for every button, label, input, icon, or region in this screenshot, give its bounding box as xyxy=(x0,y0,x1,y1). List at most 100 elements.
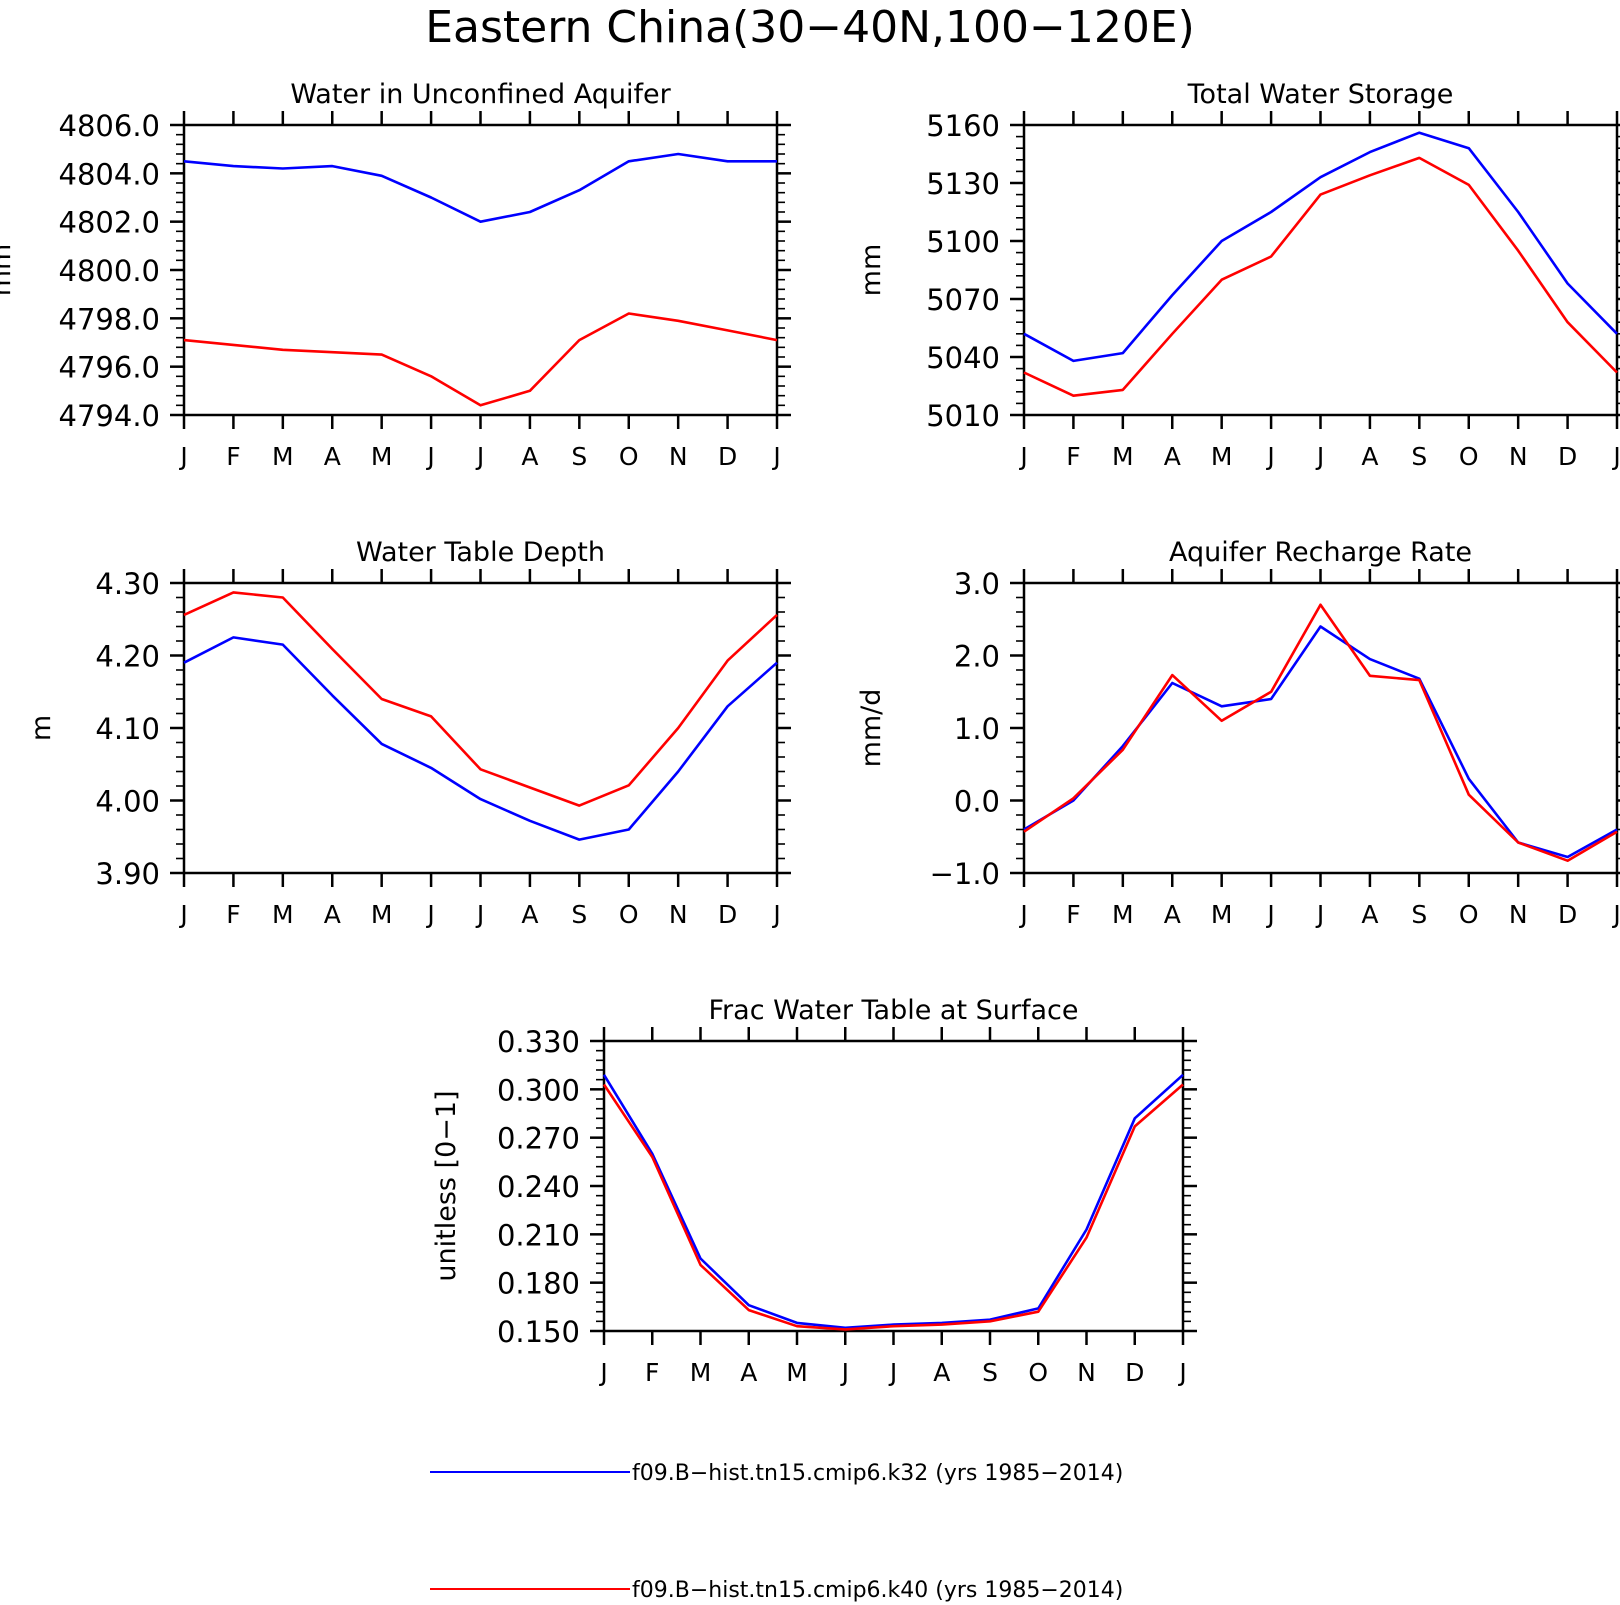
x-tick-label: J xyxy=(840,1358,849,1387)
series-line-k32 xyxy=(602,1073,1184,1330)
y-tick-label: 5010 xyxy=(926,399,1000,433)
y-tick-label: 0.270 xyxy=(497,1122,580,1156)
x-tick-label: F xyxy=(226,900,240,929)
series-line-k40 xyxy=(602,1083,1184,1331)
x-tick-label: A xyxy=(1361,442,1378,471)
series-line-k40 xyxy=(183,312,778,407)
x-tick-label: J xyxy=(178,442,187,471)
y-tick-label: −1.0 xyxy=(930,857,1000,891)
x-tick-label: O xyxy=(1028,1358,1048,1387)
panel-water-unconfined-aquifer: J F M A M J J A S O N D J 4794.0 4796.0 4798.0 4800.0 480… xyxy=(0,79,791,471)
x-tick-label: J xyxy=(475,442,484,471)
x-tick-label: J xyxy=(888,1358,897,1387)
x-tick-label: A xyxy=(521,900,538,929)
series-line-k32 xyxy=(1023,131,1618,363)
panel-aquifer-recharge-rate: J F M A M J J A S O N D J −1.0 0.0 1.0 2.0 3.0 Aquifer Rec… xyxy=(856,537,1620,929)
y-tick-label: 1.0 xyxy=(954,712,1000,746)
x-tick-label: M xyxy=(690,1358,712,1387)
y-tick-label: 0.330 xyxy=(497,1025,580,1059)
x-tick-label: A xyxy=(521,442,538,471)
plot-frame xyxy=(602,1039,1185,1333)
series-line-k32 xyxy=(1023,625,1618,859)
plot-frame xyxy=(1022,123,1619,417)
y-tick-label: 0.210 xyxy=(497,1218,580,1252)
y-axis-label: mm/d xyxy=(856,689,887,768)
series-line-k40 xyxy=(183,591,778,807)
y-tick-label: 5160 xyxy=(926,109,1000,143)
y-axis-label: mm xyxy=(856,244,887,297)
x-tick-label: J xyxy=(1177,1358,1186,1387)
panel-water-table-depth: J F M A M J J A S O N D J 3.90 4.00 4.10 4.20 4.30 Water T… xyxy=(26,537,791,929)
x-tick-label: S xyxy=(1411,900,1427,929)
x-tick-label: J xyxy=(178,900,187,929)
x-tick-label: F xyxy=(1066,900,1080,929)
y-tick-label: 4794.0 xyxy=(59,399,160,433)
x-tick-label: A xyxy=(933,1358,950,1387)
x-tick-label: O xyxy=(619,442,639,471)
legend: f09.B−hist.tn15.cmip6.k32 (yrs 1985−2014… xyxy=(430,1461,1123,1603)
x-tick-label: J xyxy=(1611,442,1620,471)
x-tick-label: A xyxy=(324,442,341,471)
x-tick-label: N xyxy=(1077,1358,1096,1387)
y-tick-label: 4806.0 xyxy=(59,109,160,143)
panel-title: Total Water Storage xyxy=(1187,79,1454,110)
y-tick-label: 3.90 xyxy=(95,857,160,891)
x-tick-label: F xyxy=(645,1358,659,1387)
panel-title: Frac Water Table at Surface xyxy=(708,995,1078,1026)
y-tick-label: 0.180 xyxy=(497,1267,580,1301)
panel-frac-water-table-surface: J F M A M J J A S O N D J0.1500.1800.2100.2400.2700.… xyxy=(431,995,1197,1387)
x-tick-label: O xyxy=(1459,900,1479,929)
x-tick-label: S xyxy=(571,442,587,471)
x-tick-label: S xyxy=(982,1358,998,1387)
x-tick-label: J xyxy=(598,1358,607,1387)
x-tick-label: M xyxy=(1211,442,1233,471)
legend-label-k40: f09.B−hist.tn15.cmip6.k40 (yrs 1985−2014… xyxy=(632,1578,1123,1603)
panel-title: Water Table Depth xyxy=(356,537,605,568)
x-tick-label: S xyxy=(571,900,587,929)
x-tick-label: M xyxy=(371,442,393,471)
y-axis-label: unitless [0−1] xyxy=(431,1090,462,1281)
x-tick-label: F xyxy=(1066,442,1080,471)
series-line-k32 xyxy=(183,152,777,223)
x-tick-label: M xyxy=(272,442,294,471)
y-tick-label: 0.150 xyxy=(497,1315,580,1349)
x-tick-label: J xyxy=(1315,900,1324,929)
x-tick-label: D xyxy=(718,900,737,929)
x-tick-label: J xyxy=(1018,900,1027,929)
y-axis-label: m xyxy=(26,715,57,741)
y-tick-label: 4804.0 xyxy=(59,157,160,191)
x-tick-label: F xyxy=(226,442,240,471)
x-tick-label: A xyxy=(740,1358,757,1387)
x-tick-label: J xyxy=(1018,442,1027,471)
x-tick-label: J xyxy=(425,900,434,929)
y-tick-label: 4796.0 xyxy=(59,351,160,385)
x-tick-label: M xyxy=(1112,900,1134,929)
x-tick-label: N xyxy=(1509,900,1528,929)
y-tick-label: 4.10 xyxy=(95,712,160,746)
x-tick-label: A xyxy=(1164,900,1181,929)
legend-label-k32: f09.B−hist.tn15.cmip6.k32 (yrs 1985−2014… xyxy=(632,1461,1123,1486)
x-tick-label: J xyxy=(1611,900,1620,929)
y-tick-label: 5100 xyxy=(926,225,1000,259)
y-tick-label: 4.30 xyxy=(95,567,160,601)
x-tick-label: N xyxy=(669,442,688,471)
x-tick-label: A xyxy=(324,900,341,929)
series-line-k32 xyxy=(183,636,778,841)
y-tick-label: 0.240 xyxy=(497,1170,580,1204)
series-line-k40 xyxy=(1023,156,1618,398)
x-tick-label: M xyxy=(786,1358,808,1387)
y-tick-label: 5070 xyxy=(926,283,1000,317)
x-tick-label: D xyxy=(1558,900,1577,929)
x-tick-label: O xyxy=(619,900,639,929)
x-tick-label: M xyxy=(1112,442,1134,471)
panel-title: Water in Unconfined Aquifer xyxy=(290,79,671,110)
y-axis-label: mm xyxy=(0,244,17,297)
x-tick-label: A xyxy=(1361,900,1378,929)
x-tick-label: N xyxy=(669,900,688,929)
x-tick-label: J xyxy=(1265,900,1274,929)
y-tick-label: 4.00 xyxy=(95,785,160,819)
panel-total-water-storage: J F M A M J J A S O N D J 5010 5040 5070 5100 5130 5160 Tot… xyxy=(856,79,1620,471)
x-tick-label: D xyxy=(1558,442,1577,471)
x-tick-label: M xyxy=(1211,900,1233,929)
